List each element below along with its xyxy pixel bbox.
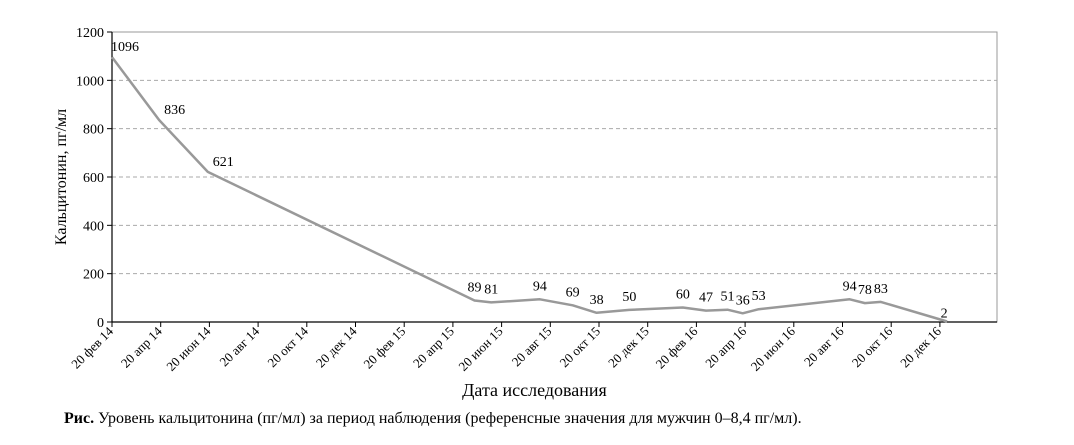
x-tick-label: 20 окт 15 <box>557 324 604 371</box>
x-tick-label: 20 июн 14 <box>163 323 214 374</box>
data-label: 38 <box>590 293 604 308</box>
data-label: 83 <box>874 282 888 297</box>
y-axis-title: Кальцитонин, пг/мл <box>53 109 70 245</box>
data-label: 36 <box>736 293 750 308</box>
caption-text: Уровень кальцитонина (пг/мл) за период н… <box>98 410 802 427</box>
x-tick-label: 20 дек 14 <box>313 323 360 370</box>
y-tick-label: 0 <box>97 316 104 331</box>
x-tick-label: 20 фев 15 <box>360 324 408 372</box>
x-tick-label: 20 апр 16 <box>702 323 749 370</box>
data-label: 53 <box>752 289 766 304</box>
x-tick-label: 20 окт 16 <box>849 323 896 370</box>
data-label: 89 <box>467 280 481 295</box>
x-tick-label: 20 июн 15 <box>455 324 505 374</box>
x-tick-label: 20 авг 15 <box>509 324 555 370</box>
data-label: 60 <box>676 288 690 303</box>
series-line <box>110 56 948 323</box>
data-label: 78 <box>858 283 872 298</box>
y-tick-label: 400 <box>83 219 104 234</box>
y-tick-label: 200 <box>83 268 104 283</box>
caption-prefix: Рис. <box>64 410 95 427</box>
y-tick-label: 1200 <box>76 26 104 41</box>
data-label: 81 <box>484 282 498 297</box>
data-label: 50 <box>622 290 636 305</box>
figure-caption: Рис. Уровень кальцитонина (пг/мл) за пер… <box>64 410 1064 428</box>
x-tick-label: 20 июн 16 <box>748 323 799 374</box>
data-label: 836 <box>164 103 185 118</box>
data-label: 69 <box>566 285 580 300</box>
x-tick-label: 20 авг 16 <box>801 323 847 369</box>
y-tick-label: 1000 <box>76 74 104 89</box>
data-label: 94 <box>843 279 857 294</box>
x-tick-label: 20 фев 14 <box>68 323 116 371</box>
data-label: 2 <box>941 307 948 322</box>
y-tick-label: 800 <box>83 123 104 138</box>
data-label: 47 <box>699 291 713 306</box>
x-tick-label: 20 дек 15 <box>605 324 652 371</box>
x-axis-title: Дата исследования <box>462 380 607 400</box>
data-label: 621 <box>213 155 234 170</box>
data-label: 94 <box>533 279 547 294</box>
x-tick-label: 20 дек 16 <box>897 323 944 370</box>
x-tick-label: 20 апр 15 <box>410 324 457 371</box>
x-tick-label: 20 фев 16 <box>653 323 701 371</box>
x-tick-label: 20 окт 14 <box>264 323 311 370</box>
data-label: 1096 <box>111 40 139 55</box>
x-tick-label: 20 апр 14 <box>118 323 165 370</box>
y-tick-label: 600 <box>83 171 104 186</box>
data-label: 51 <box>721 290 735 305</box>
x-tick-label: 20 авг 14 <box>216 323 262 369</box>
